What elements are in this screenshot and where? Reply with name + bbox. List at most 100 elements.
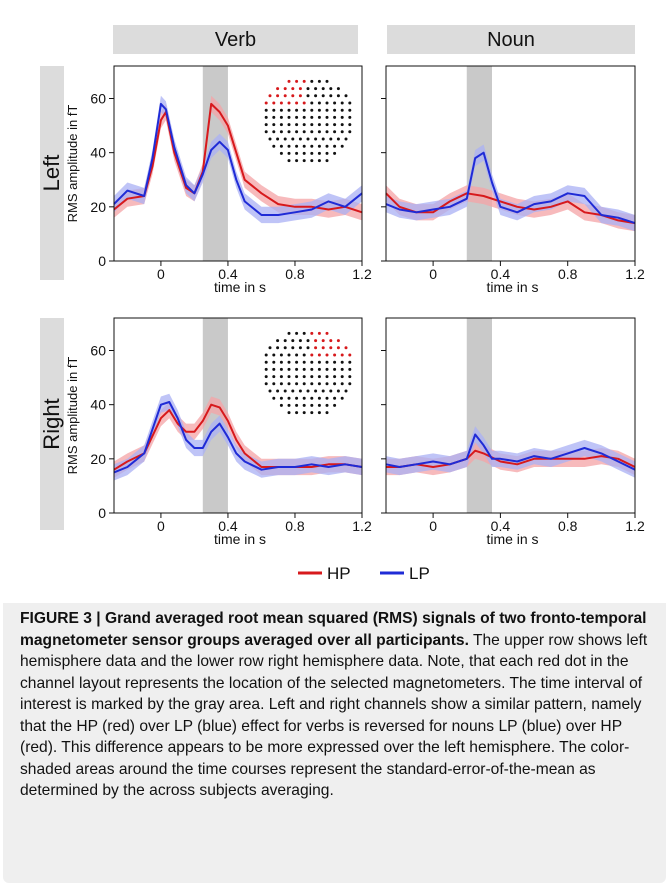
sensor-dot — [306, 137, 310, 141]
sensor-dot — [333, 101, 337, 105]
sensor-dot — [348, 115, 352, 119]
sensor-dot — [283, 389, 287, 393]
sensor-dot — [279, 130, 283, 134]
row-header-label: Left — [39, 155, 64, 192]
sensor-dot — [283, 339, 287, 343]
sensor-dot — [279, 375, 283, 379]
sensor-dot — [325, 411, 329, 415]
sensor-dot-selected — [321, 339, 325, 343]
sensor-dot — [268, 137, 272, 141]
sensor-dot — [333, 115, 337, 119]
sensor-dot — [317, 151, 321, 155]
sensor-dot-selected — [310, 353, 314, 357]
sensor-dot-selected — [336, 346, 340, 350]
sensor-dot — [295, 403, 299, 407]
sensor-dot-selected — [302, 79, 306, 83]
sensor-dot — [329, 87, 333, 91]
sensor-dot — [317, 403, 321, 407]
sensor-dot — [310, 367, 314, 371]
sensor-dot — [325, 130, 329, 134]
sensor-dot — [340, 115, 344, 119]
sensor-dot — [295, 123, 299, 127]
sensor-dot — [317, 144, 321, 148]
sensor-dot — [287, 331, 291, 335]
sensor-dot — [291, 339, 295, 343]
sensor-dot-selected — [298, 94, 302, 98]
sensor-dot — [344, 137, 348, 141]
sensor-dot-selected — [295, 79, 299, 83]
sensor-dot — [279, 115, 283, 119]
sensor-dot-selected — [276, 94, 280, 98]
sensor-dot — [302, 360, 306, 364]
sensor-dot — [276, 346, 280, 350]
sensor-dot — [302, 403, 306, 407]
sensor-dot — [340, 123, 344, 127]
sensor-dot — [287, 144, 291, 148]
sensor-dot — [264, 123, 268, 127]
sensor-dot — [264, 375, 268, 379]
sensor-dot — [295, 353, 299, 357]
sensor-dot — [272, 115, 276, 119]
sensor-dot — [264, 367, 268, 371]
sensor-dot-selected — [325, 331, 329, 335]
sensor-dot — [279, 123, 283, 127]
sensor-dot — [348, 382, 352, 386]
sensor-dot — [287, 353, 291, 357]
sensor-dot — [264, 130, 268, 134]
series-line-lp — [113, 401, 363, 474]
sensor-dot-selected — [329, 346, 333, 350]
sem-band-lp — [114, 95, 362, 224]
sensor-dot — [287, 403, 291, 407]
sensor-dot — [310, 115, 314, 119]
sensor-dot — [340, 367, 344, 371]
x-axis-label: time in s — [486, 279, 538, 295]
sensor-dot — [287, 123, 291, 127]
y-tick-label: 60 — [90, 343, 106, 359]
sensor-dot — [333, 367, 337, 371]
x-tick-label: 0 — [157, 266, 165, 282]
sensor-dot — [336, 87, 340, 91]
sensor-dot — [302, 353, 306, 357]
sensor-dot — [291, 137, 295, 141]
x-tick-label: 0.8 — [558, 266, 578, 282]
sensor-dot — [310, 396, 314, 400]
sensor-dot — [329, 137, 333, 141]
series-line-hp — [386, 449, 636, 468]
sensor-dot — [310, 130, 314, 134]
sensor-dot — [348, 367, 352, 371]
sensor-dot — [336, 137, 340, 141]
x-tick-label: 0 — [429, 518, 437, 534]
sensor-dot — [317, 159, 321, 163]
sensor-dot — [302, 123, 306, 127]
sensor-dot — [325, 159, 329, 163]
sensor-dot-selected — [321, 346, 325, 350]
sensor-dot — [348, 130, 352, 134]
sensor-dot — [310, 375, 314, 379]
sensor-dot — [325, 375, 329, 379]
sensor-dot — [287, 396, 291, 400]
interval-of-interest — [466, 318, 492, 513]
sensor-dot — [295, 115, 299, 119]
sensor-dot — [333, 151, 337, 155]
sensor-dot — [344, 94, 348, 98]
sensor-dot — [317, 411, 321, 415]
sensor-dot — [325, 403, 329, 407]
sensor-dot — [302, 151, 306, 155]
sensor-dot — [302, 108, 306, 112]
sensor-dot — [272, 108, 276, 112]
sensor-dot — [333, 360, 337, 364]
caption-title: FIGURE 3 | Grand averaged root mean squa… — [20, 610, 647, 649]
sensor-dot — [317, 79, 321, 83]
sensor-dot — [279, 382, 283, 386]
sensor-dot — [314, 137, 318, 141]
sensor-dot-selected — [268, 94, 272, 98]
sensor-dot — [321, 87, 325, 91]
sensor-dot — [333, 144, 337, 148]
sensor-dot-selected — [340, 353, 344, 357]
sensor-dot — [268, 389, 272, 393]
sensor-dot-selected — [283, 87, 287, 91]
sensor-dot — [272, 123, 276, 127]
sensor-dot — [272, 382, 276, 386]
sensor-dot — [279, 108, 283, 112]
caption-body: The upper row shows left hemisphere data… — [20, 631, 648, 800]
